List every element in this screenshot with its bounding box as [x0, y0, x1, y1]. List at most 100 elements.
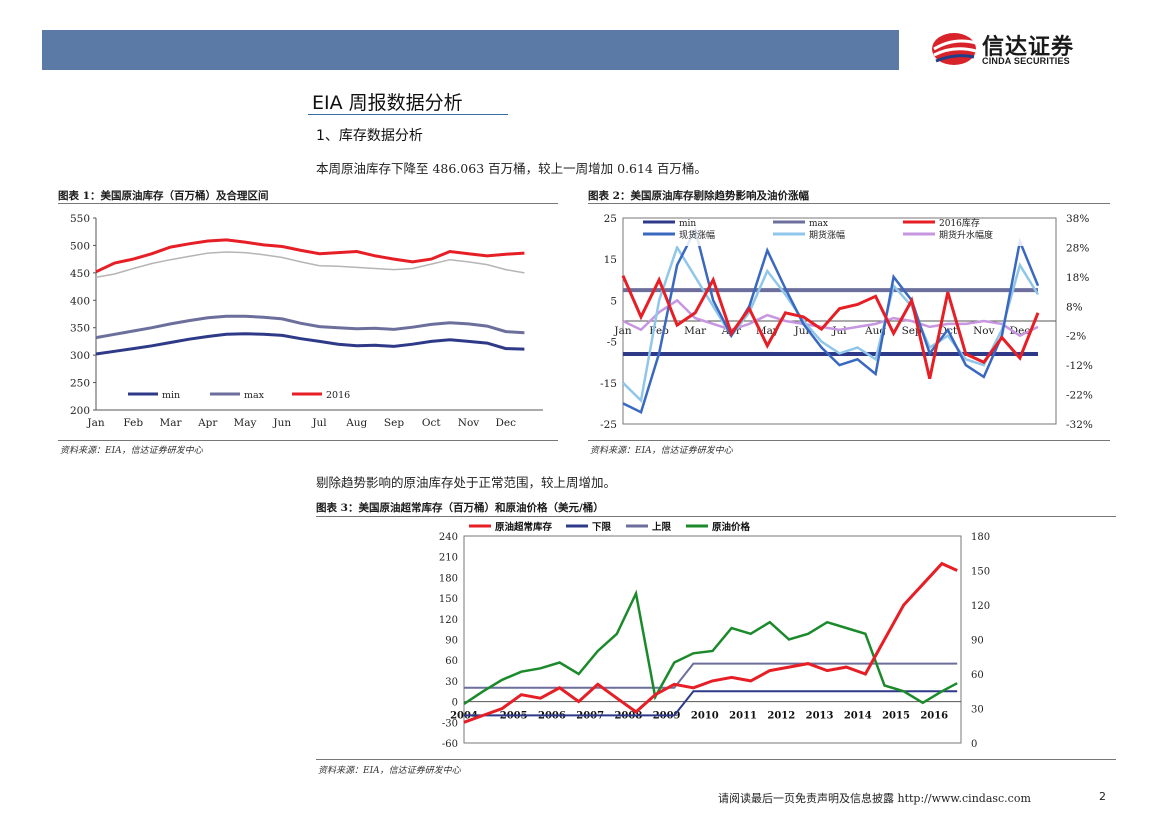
section-title: EIA 周报数据分析 — [312, 92, 463, 114]
y2-tick-label: -32% — [1066, 419, 1093, 431]
legend-label: min — [162, 390, 180, 401]
x-tick-label: Jul — [311, 417, 327, 429]
y-tick-label: 550 — [70, 213, 90, 225]
y-tick-label: 150 — [439, 594, 458, 605]
legend-label: max — [244, 390, 265, 401]
x-tick-label: Jan — [86, 417, 104, 429]
y2-tick-label: 30 — [971, 705, 984, 716]
y2-tick-label: 28% — [1066, 242, 1089, 254]
y2-tick-label: 180 — [971, 532, 990, 543]
legend-label: 原油价格 — [712, 521, 751, 533]
paragraph-inventory: 本周原油库存下降至 486.063 百万桶，较上一周增加 0.614 百万桶。 — [316, 161, 707, 176]
y-tick-label: -25 — [600, 419, 617, 431]
x-tick-label: Feb — [123, 417, 143, 429]
chart-crude-inventory: 200 250 300 350 400 450 500 550 Jan Feb Mar Apr May J… — [70, 213, 543, 429]
series-line-期货涨幅 — [622, 244, 1040, 404]
series-line-上限 — [464, 662, 958, 689]
paragraph-detrended: 剔除趋势影响的原油库存处于正常范围，较上周增加。 — [316, 475, 617, 490]
figure1-title-rule — [58, 203, 558, 204]
logo-en-text: CINDA SECURITIES — [982, 56, 1070, 66]
y-tick-label: 300 — [70, 350, 90, 362]
y-tick-label: 250 — [70, 378, 90, 390]
y2-tick-label: -22% — [1066, 390, 1093, 402]
y-tick-label: 400 — [70, 295, 90, 307]
x-tick-label: Jun — [272, 417, 291, 429]
series-line-average — [95, 251, 525, 278]
series-line-max — [95, 314, 525, 340]
y2-tick-label: 0 — [971, 739, 977, 750]
legend-label: 原油超常库存 — [495, 521, 553, 533]
series-line-2016库存 — [621, 275, 1040, 380]
section-subtitle: 1、库存数据分析 — [316, 128, 423, 144]
y2-tick-label: 38% — [1066, 213, 1089, 225]
legend-label: 上限 — [652, 521, 672, 533]
y2-tick-label: 120 — [971, 601, 990, 612]
figure1-bottom-rule — [58, 440, 558, 441]
series-line-原油超常库存 — [463, 561, 958, 724]
y-tick-label: 200 — [70, 405, 90, 417]
legend-box — [624, 220, 1055, 246]
chart-detrended-inventory: -25 -15 -5 5 15 25 -32% -22% -12% -2% 8% 18% 28% 38% J… — [600, 213, 1093, 431]
legend-label: max — [809, 219, 828, 229]
y-tick-label: -30 — [442, 718, 458, 729]
figure2-bottom-rule — [588, 440, 1110, 441]
y-tick-label: 210 — [439, 553, 458, 564]
x-tick-label: 2012 — [767, 711, 795, 722]
y-tick-label: 180 — [439, 573, 458, 584]
y-tick-label: 30 — [445, 677, 458, 688]
figure3-title: 图表 3：美国原油超常库存（百万桶）和原油价格（美元/桶） — [316, 502, 604, 514]
x-tick-label: Nov — [973, 325, 995, 337]
y2-tick-label: 18% — [1066, 272, 1089, 284]
y2-tick-label: -2% — [1066, 331, 1086, 343]
x-tick-label: 2015 — [882, 711, 910, 722]
legend-label: 现货涨幅 — [679, 229, 715, 241]
legend-label: 期货升水幅度 — [939, 229, 993, 241]
y-tick-label: -60 — [442, 739, 458, 750]
logo-cn-text: 信达证券 — [982, 35, 1075, 60]
y2-tick-label: 60 — [971, 670, 984, 681]
x-tick-label: Oct — [422, 417, 441, 429]
x-tick-label: Apr — [197, 417, 218, 429]
y-tick-label: 25 — [604, 213, 617, 225]
y-tick-label: 5 — [610, 295, 617, 307]
figure3-bottom-rule — [316, 759, 1116, 760]
chart-excess-inventory-and-price: -60 -30 0 30 60 90 120 150 180 210 240 0 30 60 90 120 15… — [439, 521, 990, 750]
page-number: 2 — [1099, 790, 1106, 803]
figure1-title: 图表 1：美国原油库存（百万桶）及合理区间 — [58, 190, 269, 202]
cinda-logo: 信达证券 CINDA SECURITIES — [930, 27, 1130, 73]
y2-tick-label: 150 — [971, 567, 990, 578]
y-tick-label: 120 — [439, 615, 458, 626]
figure2-source: 资料来源：EIA，信达证券研发中心 — [590, 446, 733, 456]
x-tick-label: Jan — [613, 325, 631, 337]
figure3-source: 资料来源：EIA，信达证券研发中心 — [318, 766, 461, 776]
figure2-title: 图表 2：美国原油库存剔除趋势影响及油价涨幅 — [588, 190, 809, 202]
series-line-2016 — [95, 238, 525, 274]
x-tick-label: 2011 — [729, 711, 757, 722]
y2-tick-label: 8% — [1066, 301, 1083, 313]
y-tick-label: 0 — [452, 698, 458, 709]
legend-label: 2016库存 — [939, 217, 980, 229]
x-tick-label: May — [234, 417, 257, 429]
series-line-min — [95, 332, 525, 356]
y-tick-label: 15 — [604, 254, 617, 266]
legend-label: 期货涨幅 — [809, 229, 845, 241]
legend-label: 下限 — [592, 522, 612, 533]
section-title-underline — [308, 114, 508, 115]
y2-tick-label: -12% — [1066, 360, 1093, 372]
figure3-title-rule — [316, 516, 1116, 517]
y-tick-label: 60 — [445, 656, 458, 667]
plot-frame — [463, 535, 962, 744]
x-tick-label: Aug — [345, 417, 367, 429]
footer-disclaimer: 请阅读最后一页免责声明及信息披露 http://www.cindasc.com — [718, 792, 1031, 805]
figure2-title-rule — [588, 203, 1110, 204]
y-tick-label: 350 — [70, 323, 90, 335]
logo-emblem-icon — [932, 33, 977, 65]
y-tick-label: 90 — [445, 636, 458, 647]
y2-tick-label: 90 — [971, 636, 984, 647]
y-tick-label: 500 — [70, 240, 90, 252]
x-tick-label: 2014 — [844, 711, 872, 722]
x-tick-label: 2010 — [691, 711, 719, 722]
x-tick-label: Sep — [384, 417, 404, 429]
x-tick-label: Nov — [458, 417, 480, 429]
x-tick-label: Mar — [159, 417, 182, 429]
